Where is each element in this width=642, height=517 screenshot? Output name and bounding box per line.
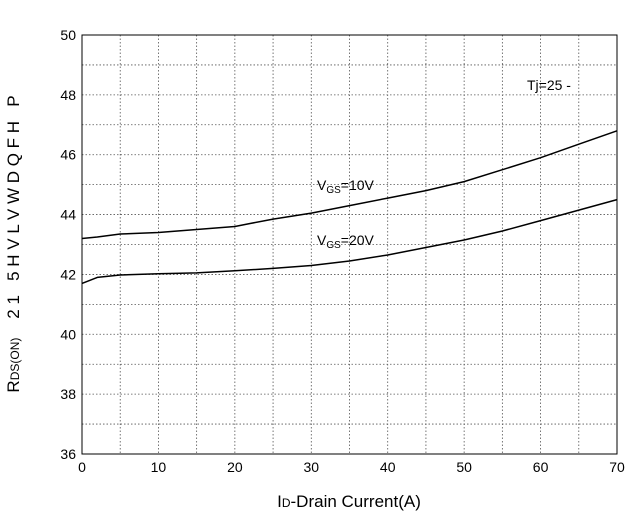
- y-tick-label: 44: [60, 207, 76, 223]
- y-tick-label: 36: [60, 446, 76, 462]
- x-tick-label: 10: [151, 459, 167, 475]
- y-tick-label: 40: [60, 326, 76, 342]
- y-tick-label: 48: [60, 87, 76, 103]
- series-label-vgs20: VGS=20V: [317, 232, 375, 251]
- x-tick-label: 70: [609, 459, 625, 475]
- series-line-vgs20: [81, 198, 618, 285]
- series-line-vgs10: [81, 130, 618, 240]
- x-tick-label: 30: [303, 459, 319, 475]
- y-tick-label: 50: [60, 27, 76, 43]
- temperature-annotation: Tj=25 -: [527, 77, 571, 93]
- tick-label-layer: 0 10 20 30 40 50 60 70 36 38 40 42 44 46 48 50: [60, 27, 625, 475]
- x-tick-label: 0: [78, 459, 86, 475]
- y-tick-label: 38: [60, 386, 76, 402]
- y-tick-label: 42: [60, 266, 76, 282]
- grid-layer: [82, 35, 617, 454]
- x-axis-title: ID-Drain Current(A): [277, 492, 421, 511]
- series-label-vgs10: VGS=10V: [317, 177, 375, 196]
- y-tick-label: 46: [60, 147, 76, 163]
- x-tick-label: 60: [533, 459, 549, 475]
- y-axis-title: RDS(ON) 2 1 5 H V L V W D Q F H P: [4, 95, 23, 392]
- x-tick-label: 50: [456, 459, 472, 475]
- plot-frame: [81, 34, 618, 455]
- x-tick-label: 20: [227, 459, 243, 475]
- x-tick-label: 40: [380, 459, 396, 475]
- series-layer: [81, 130, 618, 285]
